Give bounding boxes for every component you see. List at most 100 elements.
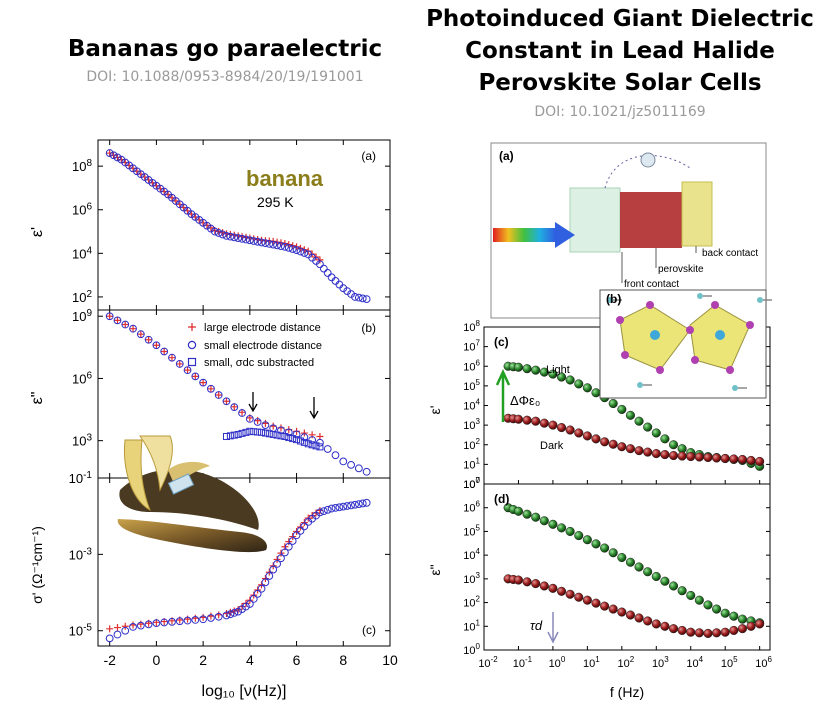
- y-tick-label: 103: [463, 417, 480, 432]
- data-point-light: [643, 567, 653, 577]
- y-tick-label: 105: [463, 523, 480, 538]
- data-point-light: [660, 576, 670, 586]
- data-point-plus: [261, 419, 269, 427]
- data-point-dark: [651, 619, 661, 629]
- data-point-plus: [312, 253, 320, 261]
- data-point-dark: [617, 442, 627, 452]
- data-point-circle: [253, 418, 262, 426]
- data-point-circle: [273, 560, 281, 568]
- data-point-light: [556, 523, 567, 533]
- data-point-light: [660, 434, 670, 444]
- data-point-dark: [565, 589, 575, 599]
- data-point-dark: [608, 604, 618, 614]
- data-point-light: [703, 600, 713, 610]
- data-point-dark: [703, 452, 713, 463]
- data-point-circle: [323, 445, 332, 453]
- device-label-perovskite: perovskite: [658, 264, 704, 275]
- organic-cation: [697, 293, 703, 299]
- data-point-light: [677, 586, 687, 596]
- data-point-dark: [746, 455, 756, 466]
- iodide-atom: [646, 301, 654, 309]
- data-point-plus: [289, 533, 297, 541]
- legend-item-subtracted: small, σdc substracted: [204, 357, 314, 369]
- x-tick-label: 101: [583, 655, 600, 670]
- data-point-square: [258, 428, 266, 436]
- data-point-light: [668, 440, 679, 450]
- data-point-dark: [591, 434, 601, 444]
- data-point-circle: [214, 391, 223, 399]
- data-point-square: [269, 430, 277, 438]
- data-point-light: [591, 539, 601, 549]
- data-point-dark: [565, 425, 575, 435]
- data-point-circle: [327, 273, 336, 282]
- data-point-dark: [712, 628, 722, 638]
- data-point-circle: [257, 584, 266, 593]
- data-point-circle: [358, 499, 367, 508]
- data-point-plus: [300, 429, 308, 437]
- data-point-plus: [199, 613, 207, 621]
- data-point-plus: [121, 622, 129, 630]
- data-point-square: [277, 432, 285, 440]
- data-point-circle: [214, 229, 223, 237]
- data-point-dark: [643, 447, 653, 457]
- data-point-light: [634, 562, 644, 572]
- data-point-circle: [222, 397, 231, 406]
- lead-atom: [650, 330, 660, 340]
- data-point-circle: [300, 433, 309, 442]
- data-point-dark: [608, 439, 618, 449]
- left-ylabel-a: ε': [29, 227, 46, 237]
- data-point-dark: [582, 595, 592, 605]
- data-point-circle: [354, 500, 363, 508]
- data-point-light: [582, 535, 592, 545]
- data-point-circle: [144, 335, 153, 344]
- x-tick-label: 106: [755, 655, 772, 670]
- data-point-square: [254, 428, 262, 436]
- data-point-dark: [694, 628, 704, 638]
- data-point-circle: [323, 505, 332, 514]
- data-point-circle: [144, 620, 153, 629]
- data-point-circle: [129, 623, 137, 631]
- data-point-dark: [634, 613, 644, 623]
- data-point-dark: [668, 624, 679, 634]
- data-point-plus: [129, 621, 137, 629]
- data-point-square: [261, 429, 269, 437]
- data-point-circle: [152, 341, 161, 350]
- iodide-atom: [621, 351, 629, 359]
- legend-square: [187, 357, 197, 367]
- y-tick-label: 101: [463, 456, 480, 471]
- y-tick-label: 106: [72, 202, 92, 218]
- x-tick-label: 8: [339, 652, 347, 668]
- data-point-dark: [729, 454, 739, 464]
- data-point-circle: [160, 618, 169, 627]
- data-point-circle: [226, 610, 235, 619]
- data-point-circle: [362, 498, 371, 507]
- data-point-light: [574, 379, 584, 389]
- data-point-circle: [199, 615, 208, 624]
- data-point-plus: [230, 403, 238, 411]
- data-point-square: [238, 429, 246, 437]
- data-point-light: [737, 614, 747, 624]
- y-tick-label: 109: [72, 308, 92, 324]
- y-tick-label: 108: [72, 158, 92, 174]
- data-point-circle: [347, 460, 355, 469]
- data-point-circle: [234, 607, 243, 616]
- x-tick-label: 0: [153, 652, 161, 668]
- data-point-circle: [245, 414, 254, 423]
- y-tick-label: 100: [463, 476, 480, 491]
- data-point-square: [250, 428, 258, 436]
- arrow-down-1: [248, 392, 258, 413]
- legend-item-small: small electrode distance: [204, 340, 322, 352]
- data-point-plus: [316, 256, 324, 264]
- data-point-dark: [574, 428, 584, 438]
- iodide-atom: [711, 301, 719, 309]
- iodide-atom: [686, 326, 694, 334]
- data-point-dark: [651, 449, 661, 459]
- data-point-circle: [339, 457, 348, 466]
- data-point-circle: [218, 230, 227, 239]
- left-ylabel-b: ε": [29, 392, 46, 405]
- right-ylabel-c: ε': [427, 406, 443, 415]
- data-point-square: [285, 434, 293, 442]
- data-point-dark: [531, 579, 541, 589]
- data-point-plus: [176, 360, 184, 368]
